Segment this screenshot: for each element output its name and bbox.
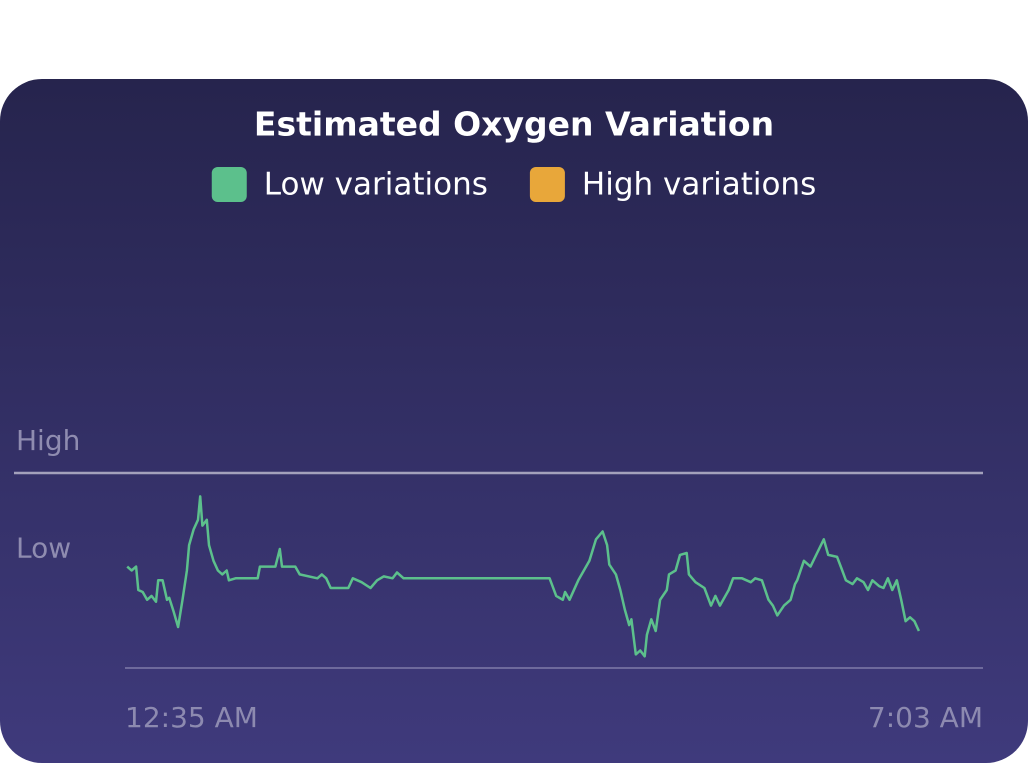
x-tick-label: 12:35 AM <box>125 701 258 734</box>
y-tick-label: Low <box>16 531 71 564</box>
legend-swatch <box>529 167 565 202</box>
chart-title: Estimated Oxygen Variation <box>254 105 774 144</box>
card <box>0 79 1028 763</box>
y-tick-label: High <box>16 424 80 457</box>
legend-label: High variations <box>582 167 816 203</box>
x-tick-label: 7:03 AM <box>868 701 983 734</box>
legend-label: Low variations <box>264 167 488 203</box>
legend-swatch <box>211 167 247 202</box>
legend: Low variations High variations <box>211 167 816 203</box>
data-line <box>126 495 921 658</box>
